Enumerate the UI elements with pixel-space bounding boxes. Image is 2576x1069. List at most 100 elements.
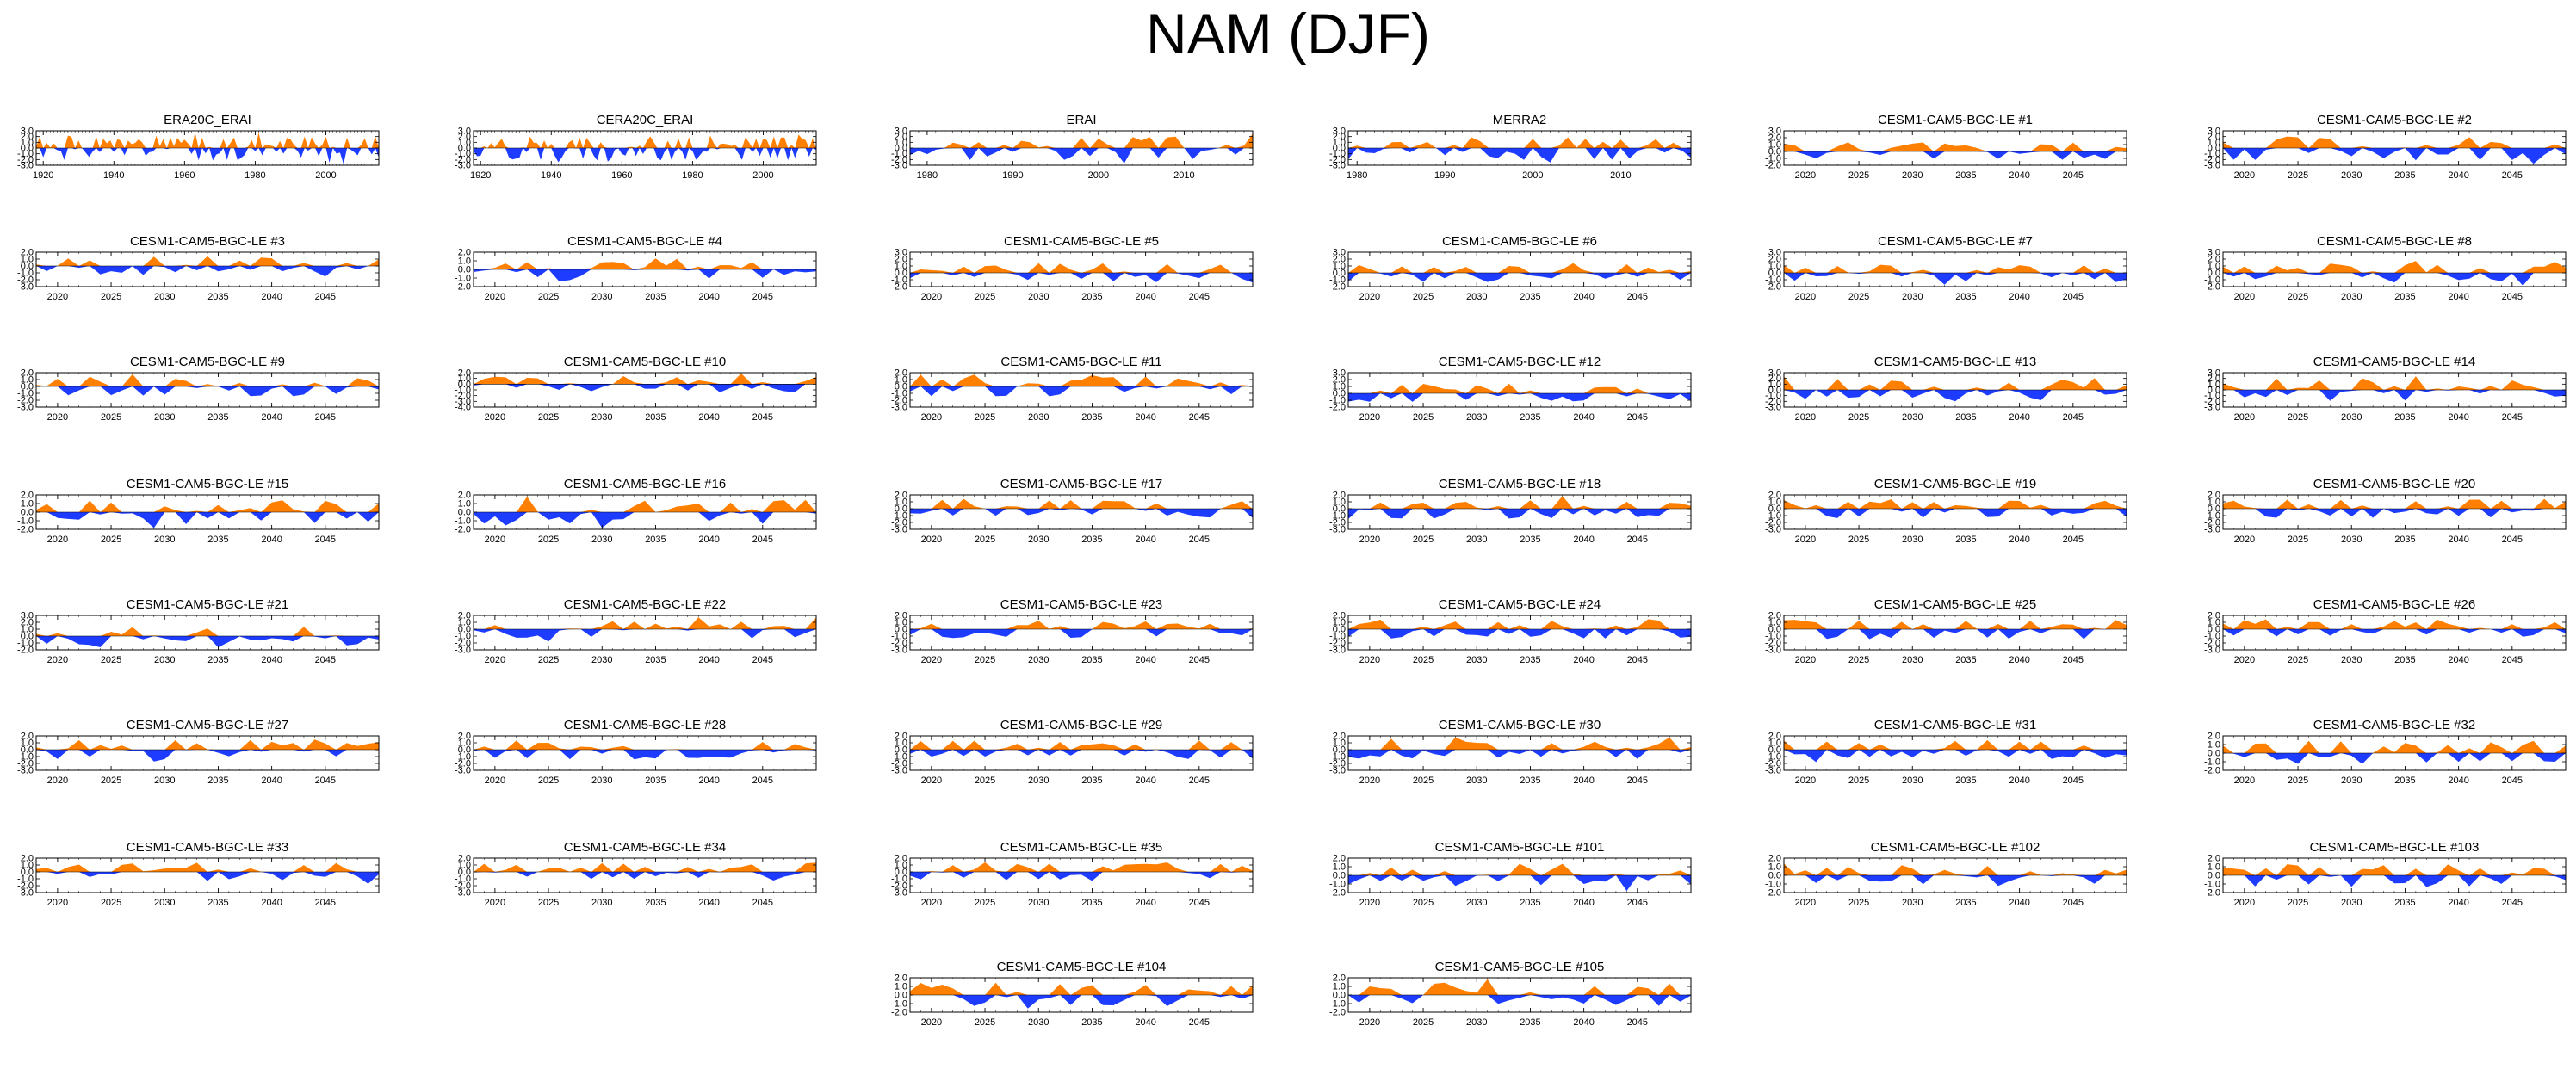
x-tick-label: 1990 bbox=[1434, 170, 1455, 181]
x-tick-label: 2030 bbox=[154, 534, 175, 545]
y-tick-label: 3.0 bbox=[2208, 248, 2220, 258]
x-tick-label: 2025 bbox=[1413, 655, 1434, 665]
y-tick-label: -2.0 bbox=[455, 525, 471, 535]
x-tick-label: 2035 bbox=[2394, 170, 2415, 181]
x-tick-label: 2020 bbox=[1359, 534, 1380, 545]
y-tick-label: 1.0 bbox=[2208, 862, 2220, 873]
positive-area bbox=[474, 497, 816, 512]
y-tick-label: -2.0 bbox=[17, 525, 34, 535]
x-tick-label: 2040 bbox=[1135, 775, 1155, 786]
y-tick-label: 3.0 bbox=[21, 127, 34, 137]
y-tick-label: 2.0 bbox=[458, 491, 471, 501]
x-tick-label: 2045 bbox=[752, 534, 773, 545]
x-tick-label: 2045 bbox=[2063, 534, 2084, 545]
x-tick-label: 2045 bbox=[1627, 775, 1648, 786]
y-tick-label: -2.0 bbox=[891, 759, 907, 769]
x-tick-label: 2045 bbox=[1627, 898, 1648, 908]
positive-area bbox=[2223, 498, 2566, 509]
y-tick-label: 1.0 bbox=[21, 738, 34, 749]
positive-area bbox=[1784, 264, 2127, 273]
y-tick-label: -2.0 bbox=[1329, 282, 1346, 293]
y-tick-label: -3.0 bbox=[1329, 525, 1346, 535]
x-tick-label: 2035 bbox=[2394, 775, 2415, 786]
y-tick-label: 0.0 bbox=[21, 262, 34, 272]
plot-frame bbox=[909, 372, 1254, 408]
x-tick-label: 2040 bbox=[1573, 775, 1594, 786]
y-tick-label: -2.0 bbox=[891, 282, 907, 293]
panel-title: CESM1-CAM5-BGC-LE #16 bbox=[564, 477, 726, 491]
panel-title: CESM1-CAM5-BGC-LE #24 bbox=[1439, 597, 1601, 612]
x-tick-label: 2040 bbox=[1573, 412, 1594, 423]
x-tick-label: 2025 bbox=[101, 292, 121, 302]
x-tick-label: 2020 bbox=[2234, 412, 2255, 423]
x-tick-label: 2035 bbox=[207, 412, 228, 423]
x-tick-label: 1940 bbox=[541, 170, 561, 181]
y-tick-label: 1.0 bbox=[1768, 497, 1781, 508]
x-tick-label: 2045 bbox=[2502, 898, 2523, 908]
panel-title: CESM1-CAM5-BGC-LE #32 bbox=[2313, 718, 2475, 732]
y-tick-label: -3.0 bbox=[455, 646, 471, 656]
panel-title: CESM1-CAM5-BGC-LE #11 bbox=[1000, 355, 1161, 369]
x-tick-label: 2020 bbox=[2234, 898, 2255, 908]
panel-25: CESM1-CAM5-BGC-LE #21 3.02.01.00.0-1.0-2.… bbox=[17, 597, 380, 665]
y-tick-label: -2.0 bbox=[17, 155, 34, 165]
x-tick-label: 2030 bbox=[1466, 534, 1487, 545]
panel-title: CESM1-CAM5-BGC-LE #28 bbox=[564, 718, 726, 732]
y-tick-label: 1.0 bbox=[2208, 138, 2220, 148]
x-tick-label: 2020 bbox=[1359, 775, 1380, 786]
x-tick-label: 2025 bbox=[2288, 534, 2308, 545]
y-tick-label: 1.0 bbox=[2208, 618, 2220, 628]
positive-area bbox=[910, 621, 1253, 629]
x-tick-label: 2025 bbox=[538, 775, 559, 786]
x-tick-label: 2020 bbox=[2234, 292, 2255, 302]
x-tick-label: 2040 bbox=[1573, 534, 1594, 545]
x-tick-label: 2025 bbox=[975, 412, 995, 423]
y-tick-label: 1.0 bbox=[895, 738, 907, 749]
panel-title: CESM1-CAM5-BGC-LE #15 bbox=[127, 477, 288, 491]
x-tick-label: 2025 bbox=[1413, 534, 1434, 545]
x-tick-label: 2030 bbox=[154, 412, 175, 423]
negative-area bbox=[36, 872, 379, 884]
y-tick-label: 2.0 bbox=[2208, 374, 2220, 384]
panel-36: CESM1-CAM5-BGC-LE #32 2.01.00.0-1.0-2.0 20… bbox=[2204, 718, 2567, 786]
y-tick-label: -3.0 bbox=[891, 525, 907, 535]
panel-14: CESM1-CAM5-BGC-LE #10 2.01.00.0-1.0-2.0-3… bbox=[455, 355, 817, 423]
panel-3: ERAI 3.02.01.00.0-1.0-2.0-3.0 1980 1990 2000… bbox=[891, 113, 1254, 181]
y-tick-label: 2.0 bbox=[1333, 132, 1346, 142]
y-tick-label: 0.0 bbox=[458, 144, 471, 154]
y-tick-label: -1.0 bbox=[455, 149, 471, 159]
y-tick-label: -2.0 bbox=[1329, 639, 1346, 649]
x-tick-label: 2020 bbox=[47, 412, 68, 423]
negative-area bbox=[910, 509, 1253, 518]
x-tick-label: 2020 bbox=[1359, 655, 1380, 665]
x-tick-label: 2045 bbox=[2502, 412, 2523, 423]
y-tick-label: -2.0 bbox=[891, 639, 907, 649]
y-tick-label: 1.0 bbox=[1333, 497, 1346, 508]
x-tick-label: 2045 bbox=[752, 412, 773, 423]
y-tick-label: -2.0 bbox=[455, 639, 471, 649]
negative-area bbox=[910, 273, 1253, 283]
panel-41: CESM1-CAM5-BGC-LE #102 2.01.00.0-1.0-2.0 2… bbox=[1765, 840, 2127, 908]
x-tick-label: 2020 bbox=[1359, 412, 1380, 423]
y-tick-label: -3.0 bbox=[891, 646, 907, 656]
panel-18: CESM1-CAM5-BGC-LE #14 3.02.01.00.0-1.0-2.… bbox=[2204, 355, 2567, 423]
panel-title: CESM1-CAM5-BGC-LE #34 bbox=[564, 840, 726, 855]
y-tick-label: 1.0 bbox=[1333, 262, 1346, 272]
panel-19: CESM1-CAM5-BGC-LE #15 2.01.00.0-1.0-2.0 20… bbox=[17, 477, 380, 545]
panel-title: CESM1-CAM5-BGC-LE #105 bbox=[1435, 960, 1605, 974]
negative-area bbox=[910, 386, 1253, 397]
y-tick-label: -3.0 bbox=[455, 766, 471, 776]
y-tick-label: -2.0 bbox=[891, 155, 907, 165]
y-tick-label: -2.0 bbox=[1329, 155, 1346, 165]
x-tick-label: 2020 bbox=[485, 534, 505, 545]
x-tick-label: 2040 bbox=[2448, 898, 2468, 908]
y-tick-label: -3.0 bbox=[1329, 766, 1346, 776]
panel-13: CESM1-CAM5-BGC-LE #9 2.01.00.0-1.0-2.0-3.… bbox=[17, 355, 380, 423]
panel-title: CESM1-CAM5-BGC-LE #14 bbox=[2313, 355, 2475, 369]
y-tick-label: 1.0 bbox=[895, 497, 907, 508]
x-tick-label: 2020 bbox=[1359, 898, 1380, 908]
y-tick-label: 0.0 bbox=[895, 625, 907, 635]
negative-area bbox=[1784, 750, 2127, 763]
x-tick-label: 2025 bbox=[1413, 412, 1434, 423]
y-tick-label: 1.0 bbox=[1333, 738, 1346, 749]
